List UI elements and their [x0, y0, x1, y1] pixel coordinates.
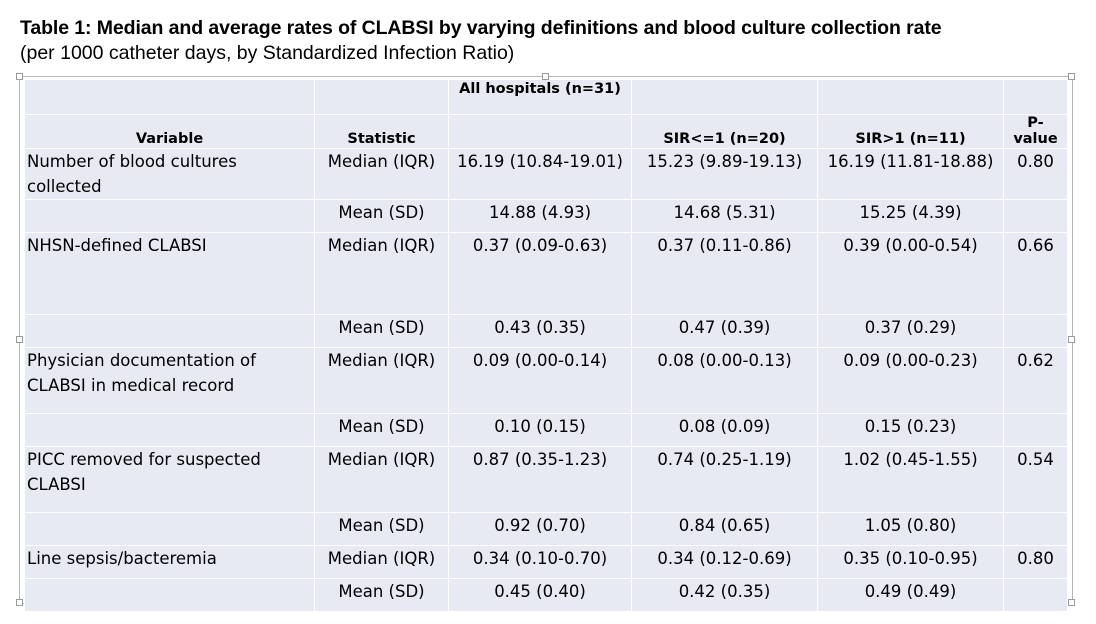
table-row: Number of blood cultures collected Media… — [24, 148, 1068, 200]
all-hospitals-cell: 14.88 (4.93) — [448, 199, 632, 233]
all-hospitals-cell: 0.43 (0.35) — [448, 314, 632, 348]
sir-le1-cell: 0.42 (0.35) — [631, 578, 818, 612]
sir-gt1-cell: 0.37 (0.29) — [817, 314, 1004, 348]
sir-gt1-cell: 0.35 (0.10-0.95) — [817, 545, 1004, 579]
header-statistic: Statistic — [314, 114, 449, 149]
pvalue-cell: 0.62 — [1003, 347, 1068, 414]
sir-le1-cell: 0.84 (0.65) — [631, 512, 818, 546]
sir-le1-cell: 15.23 (9.89-19.13) — [631, 148, 818, 200]
header-cell — [314, 80, 449, 115]
variable-cell: PICC removed for suspected CLABSI — [24, 446, 315, 513]
statistic-cell: Median (IQR) — [314, 232, 449, 315]
all-hospitals-cell: 0.45 (0.40) — [448, 578, 632, 612]
resize-handle-bottom-left[interactable] — [16, 599, 23, 606]
header-variable: Variable — [24, 114, 315, 149]
header-cell — [631, 80, 818, 115]
sir-le1-cell: 0.34 (0.12-0.69) — [631, 545, 818, 579]
statistic-cell: Median (IQR) — [314, 545, 449, 579]
all-hospitals-cell: 0.09 (0.00-0.14) — [448, 347, 632, 414]
resize-handle-top-right[interactable] — [1068, 73, 1075, 80]
clabsi-rates-table: All hospitals (n=31) Variable Statistic … — [24, 80, 1068, 612]
table-row: Physician documentation of CLABSI in med… — [24, 347, 1068, 414]
table-row: Mean (SD) 0.10 (0.15) 0.08 (0.09) 0.15 (… — [24, 413, 1068, 447]
table-row: Mean (SD) 0.45 (0.40) 0.42 (0.35) 0.49 (… — [24, 578, 1068, 612]
pvalue-cell: 0.54 — [1003, 446, 1068, 513]
variable-cell — [24, 413, 315, 447]
table-row: Mean (SD) 0.92 (0.70) 0.84 (0.65) 1.05 (… — [24, 512, 1068, 546]
table-row: Mean (SD) 0.43 (0.35) 0.47 (0.39) 0.37 (… — [24, 314, 1068, 348]
header-pvalue: P-value — [1003, 114, 1068, 149]
pvalue-cell — [1003, 578, 1068, 612]
all-hospitals-cell: 0.34 (0.10-0.70) — [448, 545, 632, 579]
statistic-cell: Mean (SD) — [314, 578, 449, 612]
resize-handle-middle-left[interactable] — [16, 336, 23, 343]
header-sir-gt1: SIR>1 (n=11) — [817, 114, 1004, 149]
sir-gt1-cell: 0.49 (0.49) — [817, 578, 1004, 612]
statistic-cell: Median (IQR) — [314, 148, 449, 200]
sir-gt1-cell: 0.15 (0.23) — [817, 413, 1004, 447]
pvalue-cell: 0.80 — [1003, 545, 1068, 579]
table-row: Line sepsis/bacteremia Median (IQR) 0.34… — [24, 545, 1068, 579]
pvalue-cell — [1003, 314, 1068, 348]
variable-cell: Physician documentation of CLABSI in med… — [24, 347, 315, 414]
table-row: Mean (SD) 14.88 (4.93) 14.68 (5.31) 15.2… — [24, 199, 1068, 233]
statistic-cell: Median (IQR) — [314, 446, 449, 513]
variable-cell: NHSN-defined CLABSI — [24, 232, 315, 315]
statistic-cell: Mean (SD) — [314, 512, 449, 546]
sir-le1-cell: 0.47 (0.39) — [631, 314, 818, 348]
header-cell — [24, 80, 315, 115]
sir-gt1-cell: 0.09 (0.00-0.23) — [817, 347, 1004, 414]
variable-cell: Line sepsis/bacteremia — [24, 545, 315, 579]
pvalue-cell: 0.80 — [1003, 148, 1068, 200]
sir-le1-cell: 14.68 (5.31) — [631, 199, 818, 233]
variable-cell — [24, 512, 315, 546]
table-row: NHSN-defined CLABSI Median (IQR) 0.37 (0… — [24, 232, 1068, 315]
resize-handle-bottom-right[interactable] — [1068, 599, 1075, 606]
header-sir-le1: SIR<=1 (n=20) — [631, 114, 818, 149]
sir-le1-cell: 0.08 (0.00-0.13) — [631, 347, 818, 414]
header-all-hospitals: All hospitals (n=31) — [448, 80, 632, 115]
header-cell — [817, 80, 1004, 115]
variable-cell — [24, 314, 315, 348]
pvalue-cell: 0.66 — [1003, 232, 1068, 315]
sir-gt1-cell: 16.19 (11.81-18.88) — [817, 148, 1004, 200]
resize-handle-top-left[interactable] — [16, 73, 23, 80]
table-subtitle: (per 1000 catheter days, by Standardized… — [20, 42, 515, 64]
sir-le1-cell: 0.74 (0.25-1.19) — [631, 446, 818, 513]
all-hospitals-cell: 0.10 (0.15) — [448, 413, 632, 447]
header-cell — [1003, 80, 1068, 115]
all-hospitals-cell: 0.37 (0.09-0.63) — [448, 232, 632, 315]
all-hospitals-cell: 0.87 (0.35-1.23) — [448, 446, 632, 513]
variable-cell — [24, 578, 315, 612]
pvalue-cell — [1003, 199, 1068, 233]
statistic-cell: Mean (SD) — [314, 199, 449, 233]
pvalue-cell — [1003, 413, 1068, 447]
resize-handle-top-middle[interactable] — [542, 73, 549, 80]
statistic-cell: Mean (SD) — [314, 314, 449, 348]
variable-cell — [24, 199, 315, 233]
sir-le1-cell: 0.08 (0.09) — [631, 413, 818, 447]
all-hospitals-cell: 0.92 (0.70) — [448, 512, 632, 546]
sir-gt1-cell: 1.02 (0.45-1.55) — [817, 446, 1004, 513]
statistic-cell: Median (IQR) — [314, 347, 449, 414]
sir-gt1-cell: 1.05 (0.80) — [817, 512, 1004, 546]
sir-gt1-cell: 15.25 (4.39) — [817, 199, 1004, 233]
pvalue-cell — [1003, 512, 1068, 546]
statistic-cell: Mean (SD) — [314, 413, 449, 447]
all-hospitals-cell: 16.19 (10.84-19.01) — [448, 148, 632, 200]
variable-cell: Number of blood cultures collected — [24, 148, 315, 200]
sir-le1-cell: 0.37 (0.11-0.86) — [631, 232, 818, 315]
header-cell — [448, 114, 632, 149]
table-row: PICC removed for suspected CLABSI Median… — [24, 446, 1068, 513]
sir-gt1-cell: 0.39 (0.00-0.54) — [817, 232, 1004, 315]
resize-handle-middle-right[interactable] — [1068, 336, 1075, 343]
table-title: Table 1: Median and average rates of CLA… — [20, 17, 942, 39]
